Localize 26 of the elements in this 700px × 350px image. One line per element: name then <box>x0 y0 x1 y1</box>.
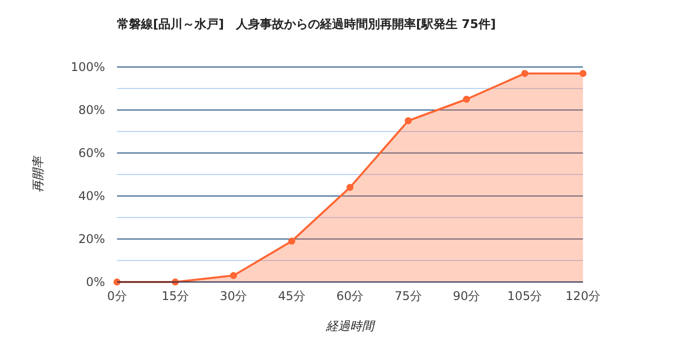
y-tick-label: 0% <box>86 275 105 289</box>
point <box>114 278 120 286</box>
x-axis-title: 経過時間 <box>325 319 376 333</box>
point <box>288 238 296 245</box>
y-tick-label: 100% <box>70 60 105 74</box>
x-tick-label: 60分 <box>336 289 364 303</box>
x-tick-label: 0分 <box>107 289 127 303</box>
y-axis-title: 再開率 <box>31 154 45 192</box>
x-tick-label: 15分 <box>162 289 189 303</box>
point <box>521 70 528 77</box>
x-tick-label: 75分 <box>394 289 422 303</box>
y-tick-label: 80% <box>78 103 105 117</box>
point <box>346 184 354 191</box>
x-tick-label: 90分 <box>452 289 480 303</box>
y-tick-label: 20% <box>78 232 105 246</box>
point <box>230 272 237 280</box>
y-tick-label: 60% <box>78 146 105 160</box>
x-tick-label: 30分 <box>220 289 248 303</box>
point <box>580 70 586 77</box>
y-tick-label: 40% <box>78 189 105 203</box>
x-tick-label: 120分 <box>566 289 600 303</box>
point <box>404 117 412 124</box>
point <box>463 96 470 103</box>
x-tick-label: 45分 <box>278 289 306 303</box>
x-tick-label: 105分 <box>507 289 542 303</box>
chart-title: 常磐線[品川～水戸] 人身事故からの経過時間別再開率[駅発生 75件] <box>117 17 496 31</box>
